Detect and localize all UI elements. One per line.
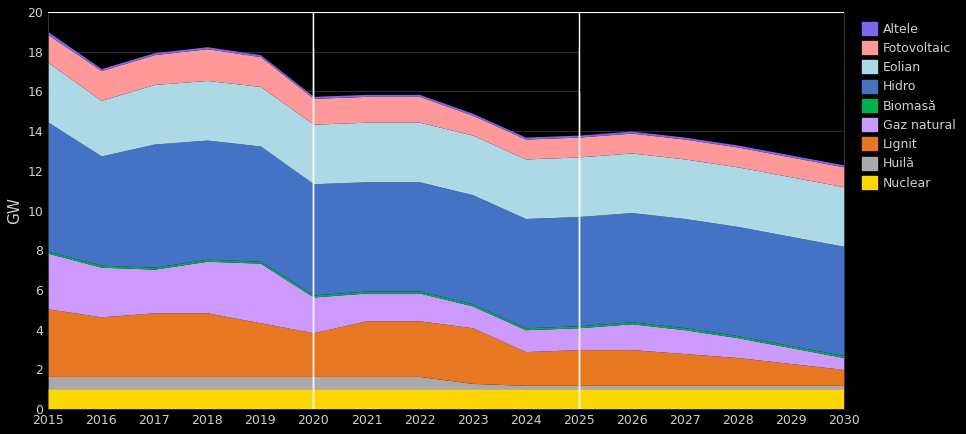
Bar: [579, 12, 844, 92]
Y-axis label: GW: GW: [7, 197, 22, 224]
Bar: [313, 12, 579, 48]
Legend: Altele, Fotovoltaic, Eolian, Hidro, Biomasă, Gaz natural, Lignit, Huilă, Nuclear: Altele, Fotovoltaic, Eolian, Hidro, Biom…: [858, 18, 959, 193]
